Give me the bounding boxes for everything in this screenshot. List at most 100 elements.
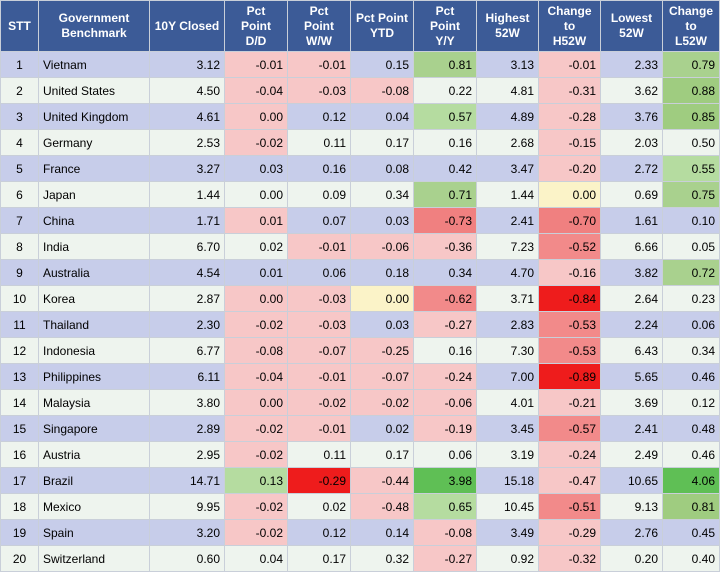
value-cell: -0.36 [413,233,477,260]
rank-cell: 17 [0,467,39,494]
value-cell: -0.57 [538,415,601,442]
column-header[interactable]: Change to H52W [538,0,601,52]
table-row[interactable]: 4 Germany 2.53 -0.02 0.11 0.17 0.16 2.68 -0.15 2.… [0,129,720,156]
value-cell: -0.02 [350,389,414,416]
column-header[interactable]: Change to L52W [662,0,720,52]
table-row[interactable]: 5 France 3.27 0.03 0.16 0.08 0.42 3.47 -0.20 2.72… [0,155,720,182]
value-cell: -0.48 [350,493,414,520]
column-header-text: Y/Y [435,33,455,48]
country-cell: Switzerland [38,545,150,572]
value-cell: -0.27 [413,311,477,338]
table-row[interactable]: 6 Japan 1.44 0.00 0.09 0.34 0.71 1.44 0.00 0.69 0.… [0,181,720,208]
value-cell: -0.16 [538,259,601,286]
column-header[interactable]: Pct Point Y/Y [413,0,477,52]
table-row[interactable]: 3 United Kingdom 4.61 0.00 0.12 0.04 0.57 4.89-… [0,103,720,130]
value-cell: 2.72 [600,155,663,182]
rank-cell: 3 [0,103,39,130]
value-cell: 3.13 [476,51,539,78]
column-header-text: Point [241,18,271,33]
table-row[interactable]: 16 Austria 2.95 -0.02 0.11 0.17 0.06 3.19 -0.24 2… [0,441,720,468]
column-header[interactable]: Highest 52W [476,0,539,52]
value-cell: -0.53 [538,337,601,364]
rank-cell: 12 [0,337,39,364]
value-cell: 4.50 [149,77,225,104]
value-cell: 0.40 [662,545,720,572]
country-cell: Germany [38,129,150,156]
value-cell: 2.30 [149,311,225,338]
column-header-text: Lowest [610,11,653,25]
table-row[interactable]: 18 Mexico 9.95 -0.02 0.02 -0.48 0.65 10.45 -0.51… [0,493,720,520]
value-cell: 0.02 [224,233,288,260]
value-cell: 2.64 [600,285,663,312]
column-header-text: Highest [485,11,530,25]
value-cell: -0.01 [538,51,601,78]
value-cell: 2.76 [600,519,663,546]
value-cell: -0.29 [538,519,601,546]
value-cell: 0.01 [224,259,288,286]
table-row[interactable]: 19 Spain 3.20 -0.02 0.12 0.14 -0.08 3.49 -0.29 2.… [0,519,720,546]
column-header-text: Pct Point [355,11,408,25]
country-cell: Thailand [38,311,150,338]
value-cell: 0.17 [287,545,351,572]
value-cell: 0.09 [287,181,351,208]
table-row[interactable]: 9 Australia 4.54 0.01 0.06 0.18 0.34 4.70 -0.16 3… [0,259,720,286]
value-cell: 4.81 [476,77,539,104]
table-row[interactable]: 11 Thailand 2.30 -0.02 -0.03 0.03 -0.27 2.83 -0.… [0,311,720,338]
value-cell: -0.04 [224,77,288,104]
value-cell: 2.24 [600,311,663,338]
column-header-text: Point [304,18,334,33]
table-row[interactable]: 1 Vietnam 3.12 -0.01 -0.01 0.15 0.81 3.13 -0.01 2… [0,51,720,78]
value-cell: -0.01 [287,363,351,390]
rank-cell: 5 [0,155,39,182]
value-cell: 0.11 [287,129,351,156]
column-header-text: Benchmark [61,26,127,40]
table-row[interactable]: 17 Brazil 14.71 0.13 -0.29 -0.44 3.98 15.18 -0.4… [0,467,720,494]
value-cell: 3.76 [600,103,663,130]
value-cell: 6.66 [600,233,663,260]
table-row[interactable]: 20 Switzerland 0.60 0.04 0.17 0.32 -0.27 0.92 -0… [0,545,720,572]
column-header[interactable]: STT [0,0,39,52]
table-row[interactable]: 10 Korea 2.87 0.00 -0.03 0.00 -0.62 3.71 -0.84 2.… [0,285,720,312]
table-row[interactable]: 14 Malaysia 3.80 0.00 -0.02 -0.02 -0.06 4.01 -0.… [0,389,720,416]
value-cell: 0.72 [662,259,720,286]
column-header-text: D/D [245,33,267,48]
column-header[interactable]: Government Benchmark [38,0,150,52]
country-cell: United Kingdom [38,103,150,130]
value-cell: 0.14 [350,519,414,546]
value-cell: 2.41 [600,415,663,442]
value-cell: -0.32 [538,545,601,572]
value-cell: 0.05 [662,233,720,260]
column-header[interactable]: Lowest 52W [600,0,663,52]
value-cell: 0.48 [662,415,720,442]
value-cell: 6.11 [149,363,225,390]
value-cell: 0.34 [662,337,720,364]
value-cell: -0.06 [413,389,477,416]
rank-cell: 4 [0,129,39,156]
column-header-text: 52W [495,26,520,40]
table-row[interactable]: 7 China 1.71 0.01 0.07 0.03 -0.73 2.41 -0.70 1.61… [0,207,720,234]
rank-cell: 15 [0,415,39,442]
country-cell: United States [38,77,150,104]
column-header[interactable]: Pct Point D/D [224,0,288,52]
country-cell: Philippines [38,363,150,390]
value-cell: 4.06 [662,467,720,494]
value-cell: 0.00 [224,389,288,416]
table-row[interactable]: 13 Philippines 6.11 -0.04 -0.01 -0.07 -0.24 7.0… [0,363,720,390]
value-cell: 2.83 [476,311,539,338]
column-header-text: W/W [306,33,332,48]
table-row[interactable]: 15 Singapore 2.89 -0.02 -0.01 0.02 -0.19 3.45 -0… [0,415,720,442]
rank-cell: 6 [0,181,39,208]
value-cell: 9.95 [149,493,225,520]
value-cell: 0.16 [287,155,351,182]
column-header[interactable]: 10Y Closed [149,0,225,52]
value-cell: 0.88 [662,77,720,104]
column-header[interactable]: Pct Point W/W [287,0,351,52]
column-header[interactable]: Pct Point YTD [350,0,414,52]
table-row[interactable]: 2 United States 4.50 -0.04 -0.03 -0.08 0.22 4.8… [0,77,720,104]
value-cell: -0.21 [538,389,601,416]
value-cell: 14.71 [149,467,225,494]
value-cell: -0.20 [538,155,601,182]
value-cell: -0.24 [538,441,601,468]
table-row[interactable]: 8 India 6.70 0.02 -0.01 -0.06 -0.36 7.23 -0.52 6.… [0,233,720,260]
table-row[interactable]: 12 Indonesia 6.77 -0.08 -0.07 -0.25 0.16 7.30 -0… [0,337,720,364]
